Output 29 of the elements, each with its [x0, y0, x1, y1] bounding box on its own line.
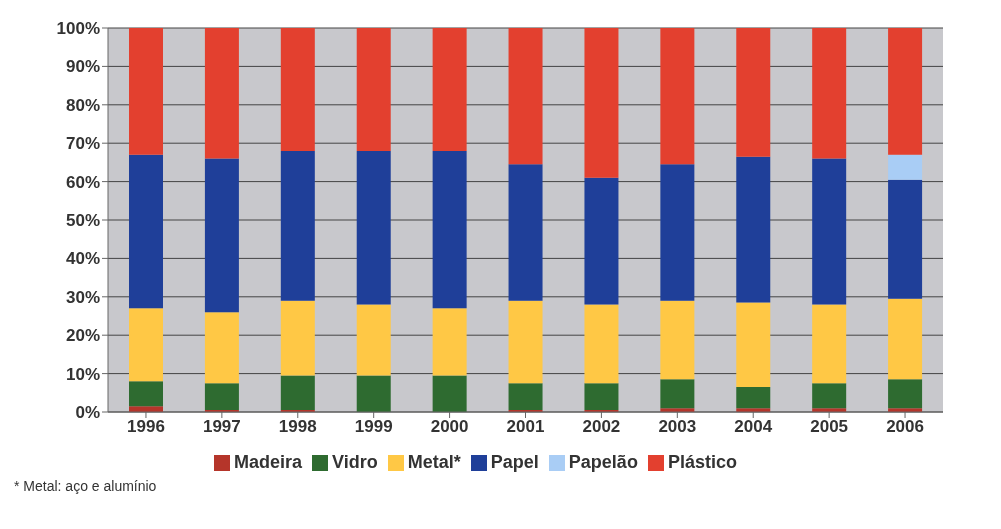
x-tick-label: 1997 — [202, 417, 241, 437]
legend-label: Papel — [490, 452, 539, 472]
x-tick-label: 2005 — [810, 417, 849, 437]
x-tick-label: 2001 — [506, 417, 545, 437]
x-tick-label: 2002 — [582, 417, 621, 437]
legend-label: Papelão — [568, 452, 638, 472]
legend-label: Madeira — [234, 452, 303, 472]
y-tick-label: 20% — [65, 326, 100, 346]
y-tick-label: 80% — [65, 95, 100, 115]
y-tick-label: 0% — [75, 403, 100, 423]
legend-label: Plástico — [667, 452, 737, 472]
legend-label: Metal* — [407, 452, 461, 472]
text: * Metal: aço e alumínio — [13, 478, 158, 494]
x-tick-label: 2004 — [734, 417, 773, 437]
y-tick-label: 50% — [65, 211, 100, 231]
y-tick-label: 40% — [65, 249, 100, 269]
y-tick-label: 70% — [65, 134, 100, 154]
x-tick-label: 1999 — [354, 417, 393, 437]
x-tick-label: 2000 — [430, 417, 469, 437]
y-tick-label: 60% — [65, 172, 100, 192]
x-tick-label: 2003 — [658, 417, 697, 437]
y-tick-label: 90% — [65, 57, 100, 77]
y-tick-label: 100% — [56, 19, 100, 39]
x-tick-label: 2006 — [886, 417, 924, 437]
y-tick-label: 10% — [65, 364, 100, 384]
legend-label: Vidro — [332, 452, 378, 472]
x-tick-label: 1996 — [127, 417, 165, 437]
x-tick-label: 1998 — [278, 417, 317, 437]
y-tick-label: 30% — [65, 287, 100, 307]
